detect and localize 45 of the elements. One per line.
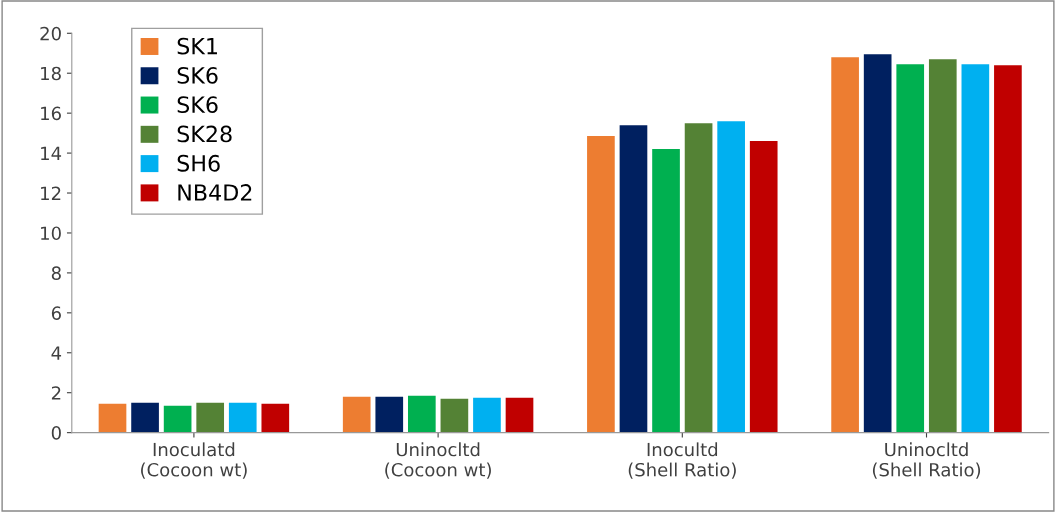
- y-tick-label: 4: [51, 346, 62, 360]
- x-tick-label: Inoculatd (Cocoon wt): [141, 442, 247, 479]
- legend-label: SK28: [177, 125, 232, 143]
- legend-label: SH6: [177, 154, 220, 172]
- x-tick-label: Uninocltd (Cocoon wt): [385, 442, 491, 479]
- bar: [684, 123, 713, 433]
- y-tick-label: 6: [51, 306, 61, 320]
- y-tick-label: 14: [41, 146, 62, 160]
- x-tick-label: Inocultd (Shell Ratio): [628, 442, 736, 479]
- bar: [131, 402, 159, 433]
- y-tick-label: 0: [51, 426, 61, 440]
- bar: [717, 121, 745, 433]
- bar: [228, 402, 257, 433]
- bar: [587, 136, 615, 433]
- y-tick-label: 20: [40, 26, 61, 41]
- y-tick-label: 10: [41, 226, 61, 241]
- bar: [863, 54, 892, 433]
- bar: [928, 59, 957, 433]
- y-tick-label: 12: [41, 186, 61, 200]
- bar: [407, 395, 436, 433]
- bar: [261, 403, 290, 433]
- bar: [831, 57, 859, 433]
- bar: [342, 396, 371, 433]
- x-tick-label: Uninocltd (Shell Ratio): [872, 442, 981, 479]
- bar: [619, 125, 648, 433]
- bar: [505, 397, 534, 433]
- legend-label: SK6: [177, 96, 218, 114]
- bar: [994, 65, 1022, 433]
- legend-label: SK6: [177, 66, 218, 84]
- y-tick-label: 8: [51, 266, 61, 281]
- bar: [98, 403, 127, 433]
- bar: [473, 397, 501, 433]
- bar: [440, 398, 469, 433]
- bar: [896, 64, 925, 433]
- legend-label: NB4D2: [178, 184, 252, 201]
- y-tick-label: 2: [51, 386, 61, 400]
- bar: [375, 396, 404, 433]
- bar: [163, 405, 192, 433]
- bar: [652, 149, 680, 433]
- y-tick-label: 18: [41, 66, 61, 81]
- bar: [961, 64, 990, 433]
- legend-label: SK1: [177, 37, 217, 55]
- bar: [749, 141, 778, 433]
- y-tick-label: 16: [41, 106, 61, 121]
- bar: [196, 402, 225, 433]
